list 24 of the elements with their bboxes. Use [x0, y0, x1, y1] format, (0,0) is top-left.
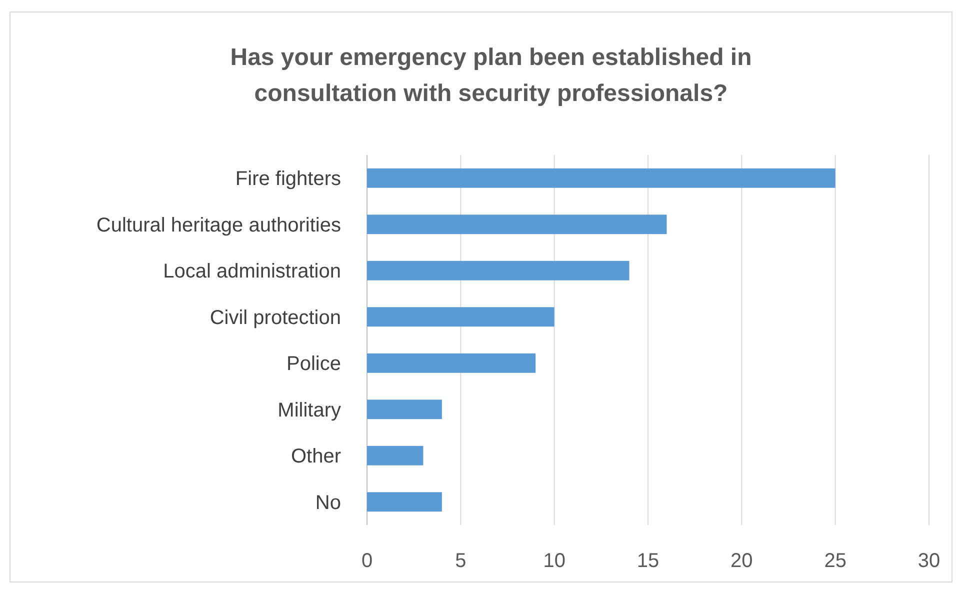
- y-tick-label: Cultural heritage authorities: [96, 214, 341, 236]
- bar: [367, 260, 630, 280]
- y-tick-label: Fire fighters: [235, 168, 341, 190]
- y-tick-label: Civil protection: [210, 306, 341, 329]
- x-tick-label: 15: [636, 550, 660, 572]
- y-tick-label: Military: [278, 399, 341, 422]
- y-tick-label: No: [315, 492, 341, 514]
- x-tick-label: 25: [824, 550, 846, 572]
- x-tick-label: 10: [543, 550, 566, 572]
- bar: [367, 446, 424, 466]
- y-tick-label: Police: [286, 353, 341, 376]
- bar: [367, 353, 536, 373]
- x-tick-label: 0: [361, 550, 373, 572]
- y-tick-label: Other: [290, 446, 342, 468]
- x-tick-label: 5: [455, 550, 466, 572]
- bar: [367, 214, 667, 234]
- bar: [367, 400, 442, 420]
- bar: [367, 307, 554, 327]
- y-tick-label: Local administration: [163, 260, 341, 283]
- bar: [367, 492, 442, 512]
- bar: [367, 168, 836, 188]
- x-tick-label: 20: [730, 550, 753, 572]
- x-tick-label: 30: [918, 550, 940, 572]
- chart-title: Has your emergency plan been established in consultation with security professionals?: [230, 44, 752, 107]
